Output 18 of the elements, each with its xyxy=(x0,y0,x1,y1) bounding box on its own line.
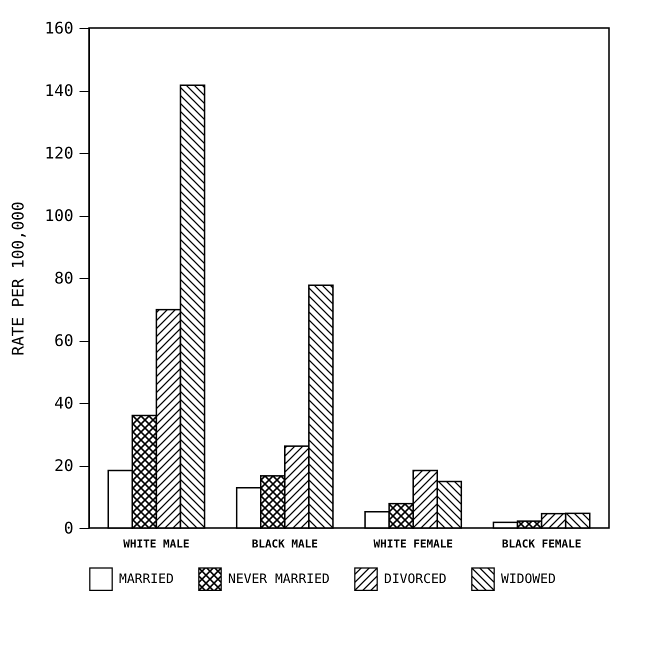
y-tick-label: 0 xyxy=(64,518,74,538)
x-tick-label: BLACK FEMALE xyxy=(502,538,582,550)
legend-label: MARRIED xyxy=(119,572,174,588)
y-tick-label: 60 xyxy=(54,331,74,350)
x-tick-label: WHITE FEMALE xyxy=(373,538,453,550)
y-tick-label: 140 xyxy=(44,81,74,100)
y-tick-label: 160 xyxy=(44,18,74,38)
y-tick-label: 80 xyxy=(54,268,74,288)
y-tick-label: 40 xyxy=(54,394,74,412)
x-tick-label: WHITE MALE xyxy=(123,538,190,550)
legend-label: NEVER MARRIED xyxy=(228,572,330,588)
legend-label: DIVORCED xyxy=(384,572,447,588)
x-tick-label: BLACK MALE xyxy=(252,538,318,550)
legend-label: WIDOWED xyxy=(501,572,556,588)
y-axis-title: RATE PER 100,000 xyxy=(8,201,28,356)
y-tick-label: 20 xyxy=(54,456,74,475)
y-tick-label: 120 xyxy=(44,144,74,162)
y-tick-label: 100 xyxy=(44,206,74,225)
